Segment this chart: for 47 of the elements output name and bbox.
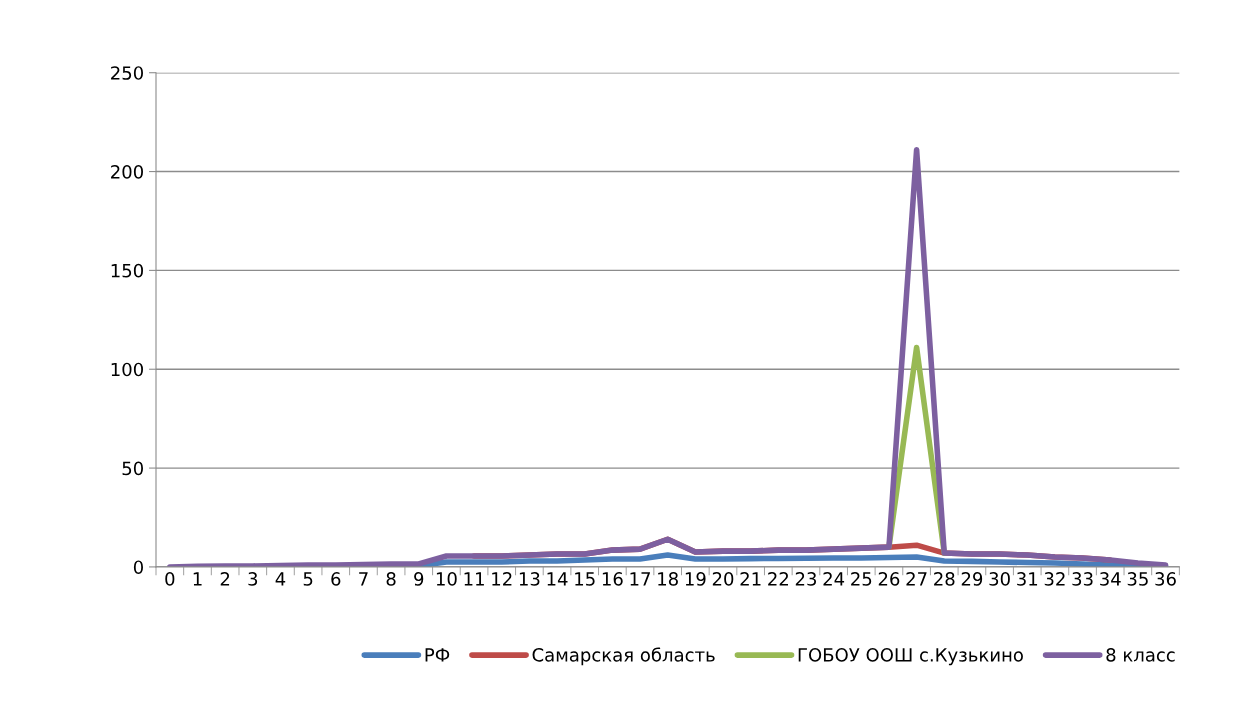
x-tick-label: 32 <box>1044 572 1065 586</box>
x-tick-label: 31 <box>1017 572 1038 586</box>
x-tick-label: 7 <box>359 572 368 586</box>
x-tick-label: 15 <box>575 572 595 586</box>
x-tick-label: 24 <box>823 572 845 586</box>
x-tick-label: 10 <box>436 572 457 586</box>
x-tick-label: 33 <box>1072 572 1093 586</box>
x-tick-label: 2 <box>220 572 230 586</box>
x-tick-label: 34 <box>1100 572 1121 586</box>
x-tick-label: 19 <box>685 572 706 586</box>
x-tick-label: 1 <box>193 572 202 586</box>
y-tick-label: 250 <box>111 66 143 80</box>
x-tick-label: 11 <box>464 572 484 586</box>
x-tick-label: 9 <box>414 572 424 586</box>
x-tick-label: 0 <box>165 572 175 586</box>
x-tick-label: 14 <box>547 572 568 586</box>
y-tick-label: 0 <box>133 560 143 575</box>
x-tick-label: 3 <box>248 572 258 586</box>
x-tick-label: 35 <box>1127 572 1148 586</box>
x-tick-label: 28 <box>934 572 955 586</box>
x-tick-label: 12 <box>492 572 512 586</box>
x-tick-label: 18 <box>658 572 678 586</box>
x-tick-label: 21 <box>740 572 761 586</box>
x-tick-label: 25 <box>851 572 872 586</box>
x-tick-label: 36 <box>1155 572 1176 586</box>
x-tick-label: 20 <box>712 572 734 586</box>
y-tick-label: 200 <box>111 165 143 179</box>
x-tick-label: 8 <box>386 572 396 586</box>
x-tick-label: 26 <box>878 572 900 586</box>
x-tick-label: 13 <box>519 572 540 586</box>
y-tick-label: 100 <box>111 362 143 377</box>
x-tick-label: 27 <box>906 572 927 586</box>
legend-label: ГОБОУ ООШ с.Кузькино <box>798 648 1023 666</box>
x-tick-label: 17 <box>630 572 650 586</box>
legend-label: 8 класс <box>1106 648 1175 662</box>
x-tick-label: 6 <box>331 572 341 586</box>
x-tick-label: 4 <box>275 572 286 586</box>
x-tick-label: 29 <box>961 572 983 586</box>
x-tick-label: 30 <box>989 572 1010 586</box>
x-tick-label: 5 <box>303 572 313 586</box>
legend-label: РФ <box>425 648 450 662</box>
y-tick-label: 50 <box>122 461 143 476</box>
x-tick-label: 16 <box>602 572 623 586</box>
x-tick-label: 22 <box>768 572 788 586</box>
x-tick-label: 23 <box>795 572 817 586</box>
legend-label: Самарская область <box>532 647 715 666</box>
y-tick-label: 150 <box>111 263 143 278</box>
